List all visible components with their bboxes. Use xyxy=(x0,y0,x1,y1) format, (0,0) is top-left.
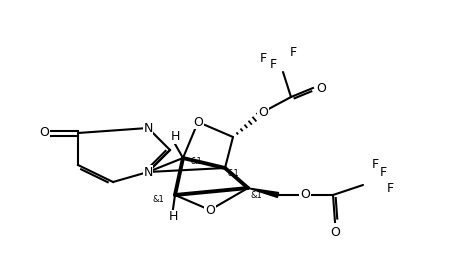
Text: &1: &1 xyxy=(250,191,262,200)
Text: &1: &1 xyxy=(191,158,202,167)
Text: O: O xyxy=(257,106,267,119)
Text: H: H xyxy=(168,210,177,224)
Text: O: O xyxy=(329,225,339,238)
Text: O: O xyxy=(193,116,202,129)
Text: F: F xyxy=(289,45,296,59)
Text: F: F xyxy=(269,59,276,72)
Text: O: O xyxy=(39,126,49,139)
Text: O: O xyxy=(300,188,309,201)
Text: O: O xyxy=(205,204,214,216)
Text: H: H xyxy=(170,130,179,144)
Text: N: N xyxy=(143,166,152,178)
Text: F: F xyxy=(259,51,266,64)
Text: F: F xyxy=(379,167,386,180)
Text: &1: &1 xyxy=(153,196,164,205)
Text: F: F xyxy=(386,182,393,195)
Text: F: F xyxy=(371,158,378,172)
Text: O: O xyxy=(315,82,325,95)
Polygon shape xyxy=(247,188,278,197)
Text: &1: &1 xyxy=(227,169,239,178)
Text: N: N xyxy=(143,121,152,134)
